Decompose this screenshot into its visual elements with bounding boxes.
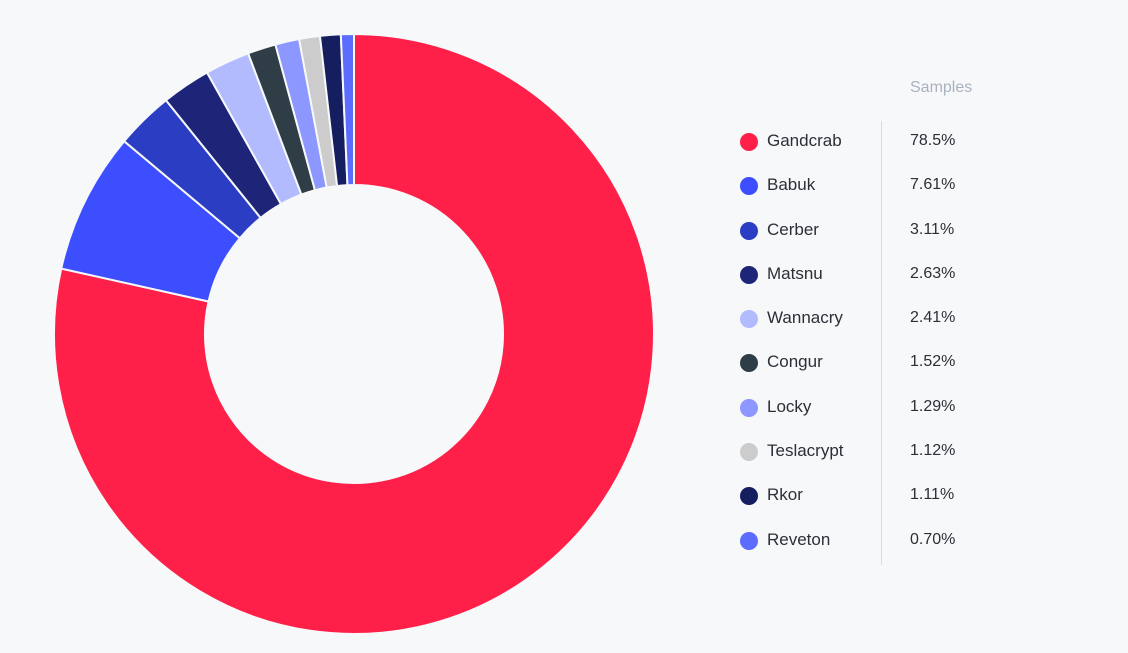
legend-swatch: [740, 531, 758, 550]
legend-label: Congur: [767, 352, 823, 372]
legend-item-cerber[interactable]: Cerber 3.11%: [740, 209, 1000, 253]
legend-item-wannacry[interactable]: Wannacry 2.41%: [740, 297, 1000, 341]
legend-label: Babuk: [767, 175, 816, 195]
legend-label: Wannacry: [767, 308, 843, 328]
legend-value: 78.5%: [910, 132, 956, 149]
legend-item-locky[interactable]: Locky 1.29%: [740, 386, 1000, 430]
legend-item-congur[interactable]: Congur 1.52%: [740, 341, 1000, 385]
legend-label: Locky: [767, 396, 812, 416]
legend-label: Reveton: [767, 529, 831, 549]
legend-item-matsnu[interactable]: Matsnu 2.63%: [740, 253, 1000, 297]
legend-value: 0.70%: [910, 530, 956, 548]
legend-value: 1.12%: [910, 442, 956, 460]
legend-value: 1.52%: [910, 353, 956, 371]
legend-value: 1.29%: [910, 397, 956, 415]
legend-item-rkor[interactable]: Rkor 1.11%: [740, 474, 1000, 518]
slice-gandcrab[interactable]: [53, 32, 655, 635]
legend-value: 3.11%: [910, 220, 955, 238]
legend-item-reveton[interactable]: Reveton 0.70%: [740, 519, 1000, 563]
legend-swatch: [740, 177, 758, 196]
legend-header: Samples: [910, 79, 973, 96]
legend-swatch: [740, 354, 758, 373]
legend-swatch: [740, 443, 758, 462]
legend-swatch: [740, 221, 758, 240]
legend-item-babuk[interactable]: Babuk 7.61%: [740, 164, 1000, 208]
legend-item-teslacrypt[interactable]: Teslacrypt 1.12%: [740, 430, 1000, 474]
legend-label: Matsnu: [767, 263, 823, 283]
legend-divider: [881, 121, 882, 565]
slice-reveton[interactable]: [339, 32, 355, 187]
donut-chart: [53, 32, 655, 635]
legend: Gandcrab 78.5% Babuk 7.61% Cerber 3.11% Matsnu…: [740, 120, 1000, 563]
legend-value: 2.63%: [910, 264, 956, 282]
legend-label: Gandcrab: [767, 131, 842, 150]
legend-item-gandcrab[interactable]: Gandcrab 78.5%: [740, 120, 1000, 164]
legend-swatch: [740, 487, 758, 506]
legend-swatch: [740, 310, 758, 329]
legend-label: Rkor: [767, 485, 803, 505]
legend-swatch: [740, 265, 758, 284]
legend-value: 2.41%: [910, 309, 956, 327]
legend-label: Cerber: [767, 219, 819, 239]
legend-value: 1.11%: [910, 486, 955, 504]
legend-value: 7.61%: [910, 176, 956, 194]
legend-swatch: [740, 398, 758, 417]
legend-label: Teslacrypt: [767, 441, 844, 461]
legend-swatch: [740, 133, 758, 151]
